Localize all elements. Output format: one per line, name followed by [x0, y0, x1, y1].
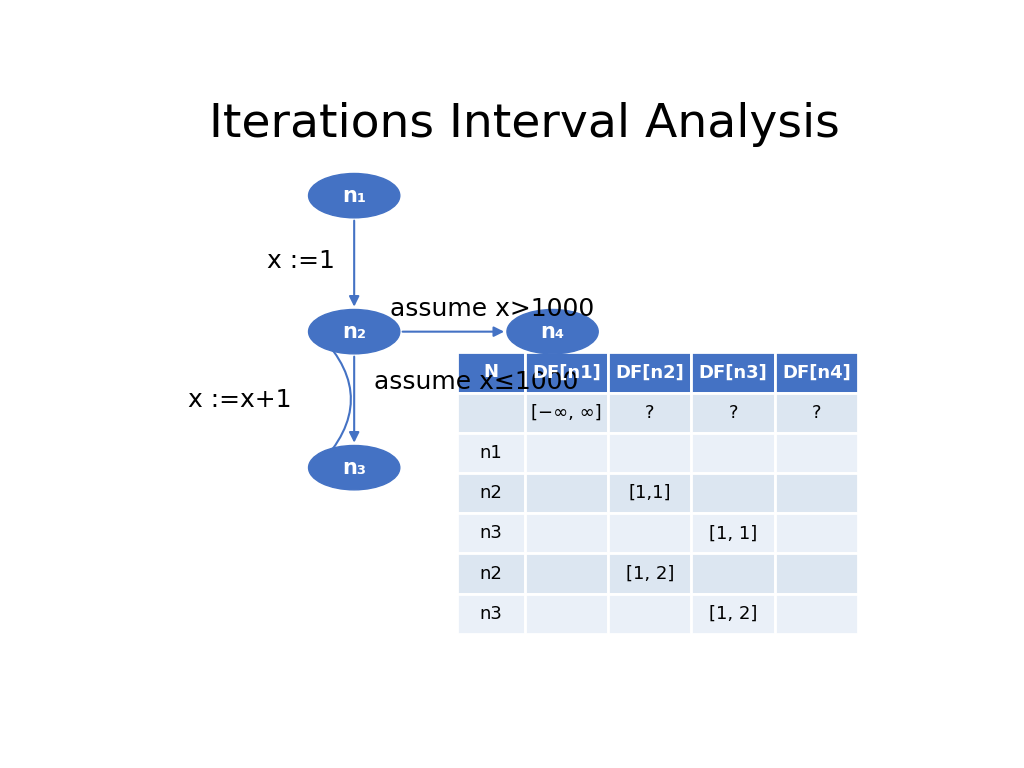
- Ellipse shape: [308, 310, 399, 354]
- Text: ?: ?: [728, 404, 738, 422]
- Text: x :=1: x :=1: [267, 249, 335, 273]
- Bar: [691, 433, 775, 473]
- Bar: [608, 473, 691, 513]
- Bar: [524, 513, 608, 554]
- Text: ?: ?: [645, 404, 654, 422]
- Text: n2: n2: [479, 484, 503, 502]
- Text: n2: n2: [479, 564, 503, 582]
- Bar: [608, 594, 691, 634]
- Bar: [608, 513, 691, 554]
- Bar: [691, 554, 775, 594]
- Text: [−∞, ∞]: [−∞, ∞]: [531, 404, 602, 422]
- Bar: [458, 353, 524, 392]
- Bar: [608, 554, 691, 594]
- Bar: [691, 594, 775, 634]
- Bar: [775, 473, 858, 513]
- Text: N: N: [483, 363, 499, 382]
- Bar: [458, 433, 524, 473]
- Bar: [524, 353, 608, 392]
- Text: n₂: n₂: [342, 322, 367, 342]
- Bar: [458, 594, 524, 634]
- Bar: [524, 433, 608, 473]
- Text: DF[n4]: DF[n4]: [782, 363, 851, 382]
- Bar: [691, 392, 775, 433]
- Text: [1, 1]: [1, 1]: [709, 525, 757, 542]
- Bar: [608, 433, 691, 473]
- Text: n3: n3: [479, 525, 503, 542]
- Bar: [524, 473, 608, 513]
- Bar: [458, 473, 524, 513]
- Text: DF[n1]: DF[n1]: [532, 363, 601, 382]
- Text: x :=x+1: x :=x+1: [187, 388, 291, 412]
- Text: n₁: n₁: [342, 186, 367, 206]
- Bar: [524, 554, 608, 594]
- Text: ?: ?: [812, 404, 821, 422]
- Bar: [458, 392, 524, 433]
- Bar: [775, 353, 858, 392]
- Text: n3: n3: [479, 604, 503, 623]
- Bar: [775, 513, 858, 554]
- Text: [1,1]: [1,1]: [629, 484, 671, 502]
- Text: Iterations Interval Analysis: Iterations Interval Analysis: [210, 102, 840, 147]
- Text: n1: n1: [479, 444, 503, 462]
- Bar: [524, 594, 608, 634]
- Bar: [775, 433, 858, 473]
- Text: assume x>1000: assume x>1000: [390, 297, 594, 321]
- Bar: [691, 353, 775, 392]
- Bar: [691, 473, 775, 513]
- Text: n₃: n₃: [342, 458, 367, 478]
- Bar: [775, 392, 858, 433]
- Ellipse shape: [507, 310, 598, 354]
- Text: assume x≤1000: assume x≤1000: [374, 370, 579, 394]
- Text: [1, 2]: [1, 2]: [626, 564, 674, 582]
- Ellipse shape: [308, 174, 399, 218]
- Ellipse shape: [308, 445, 399, 490]
- Text: n₄: n₄: [541, 322, 564, 342]
- Bar: [458, 554, 524, 594]
- Text: [1, 2]: [1, 2]: [709, 604, 758, 623]
- Text: DF[n2]: DF[n2]: [615, 363, 684, 382]
- Bar: [608, 392, 691, 433]
- Bar: [775, 594, 858, 634]
- Bar: [608, 353, 691, 392]
- Text: DF[n3]: DF[n3]: [698, 363, 768, 382]
- Bar: [458, 513, 524, 554]
- Bar: [775, 554, 858, 594]
- Bar: [524, 392, 608, 433]
- Bar: [691, 513, 775, 554]
